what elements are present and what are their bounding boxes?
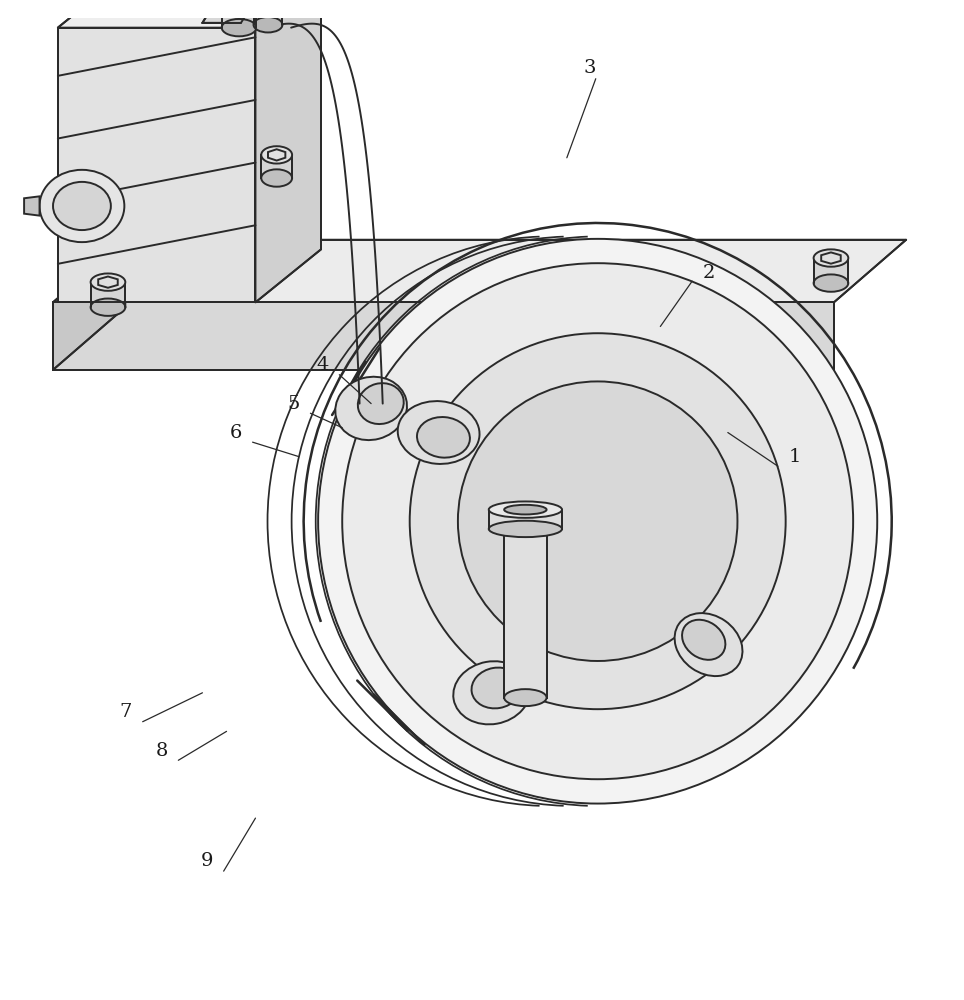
Polygon shape <box>53 240 906 302</box>
Ellipse shape <box>222 19 256 36</box>
Ellipse shape <box>814 274 848 292</box>
Polygon shape <box>58 28 255 302</box>
Polygon shape <box>254 9 282 25</box>
Ellipse shape <box>410 333 786 709</box>
Text: 9: 9 <box>201 852 213 870</box>
Ellipse shape <box>683 620 725 660</box>
Text: 2: 2 <box>703 264 714 282</box>
Text: 7: 7 <box>120 703 131 721</box>
Ellipse shape <box>342 263 853 779</box>
Polygon shape <box>58 0 321 28</box>
Ellipse shape <box>504 689 547 706</box>
Ellipse shape <box>471 668 522 708</box>
Ellipse shape <box>489 501 562 518</box>
Text: 3: 3 <box>584 59 596 77</box>
Text: 5: 5 <box>288 395 300 413</box>
Ellipse shape <box>398 401 479 464</box>
Polygon shape <box>53 302 834 370</box>
Ellipse shape <box>91 273 125 291</box>
Polygon shape <box>24 196 40 216</box>
Text: 4: 4 <box>317 356 329 374</box>
Ellipse shape <box>814 249 848 267</box>
Polygon shape <box>222 8 256 28</box>
Ellipse shape <box>261 146 292 164</box>
Polygon shape <box>489 510 562 529</box>
Polygon shape <box>91 282 125 307</box>
Ellipse shape <box>91 299 125 316</box>
Text: 1: 1 <box>790 448 801 466</box>
Ellipse shape <box>335 377 407 440</box>
Polygon shape <box>261 155 292 178</box>
Ellipse shape <box>254 2 282 17</box>
Polygon shape <box>504 529 547 698</box>
Polygon shape <box>255 0 321 302</box>
Ellipse shape <box>318 239 877 804</box>
Ellipse shape <box>254 17 282 32</box>
Ellipse shape <box>675 613 742 676</box>
Ellipse shape <box>40 170 124 242</box>
Polygon shape <box>53 240 125 370</box>
Ellipse shape <box>453 661 530 724</box>
Text: 6: 6 <box>230 424 242 442</box>
Ellipse shape <box>358 383 404 424</box>
Ellipse shape <box>489 521 562 537</box>
Ellipse shape <box>458 381 737 661</box>
Ellipse shape <box>53 182 111 230</box>
Ellipse shape <box>222 0 256 17</box>
Ellipse shape <box>504 505 547 514</box>
Ellipse shape <box>261 169 292 187</box>
Text: 8: 8 <box>156 742 168 760</box>
Ellipse shape <box>417 417 469 458</box>
Polygon shape <box>202 10 249 23</box>
Polygon shape <box>814 258 848 283</box>
